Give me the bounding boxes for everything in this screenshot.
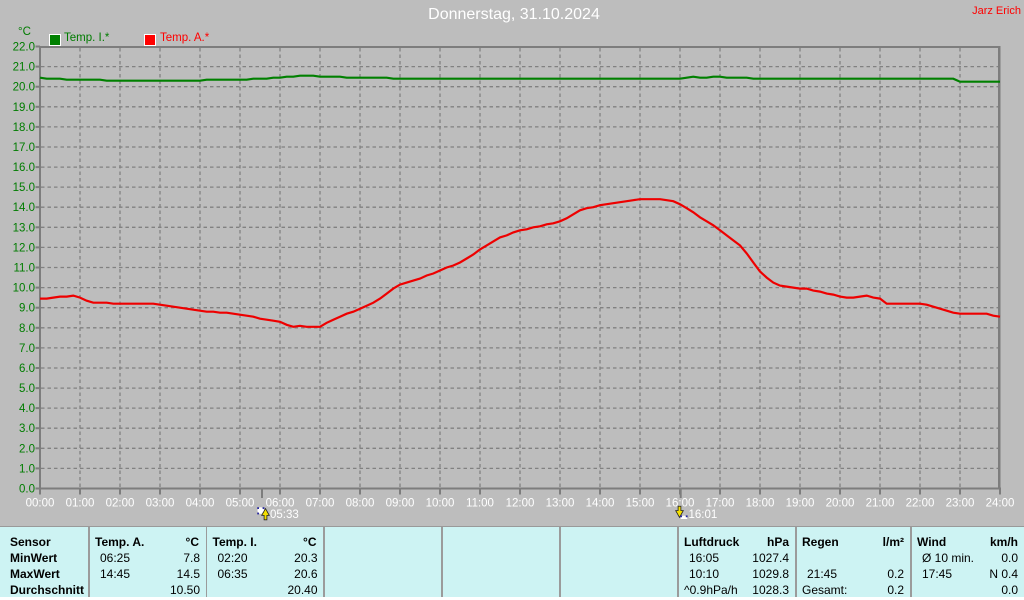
svg-text:16:01: 16:01 — [689, 509, 718, 521]
svg-text:5.0: 5.0 — [19, 383, 35, 395]
svg-text:6.0: 6.0 — [19, 363, 35, 375]
svg-text:09:00: 09:00 — [386, 498, 415, 510]
svg-text:7.0: 7.0 — [19, 343, 35, 355]
svg-text:24:00: 24:00 — [986, 498, 1015, 510]
svg-text:19:00: 19:00 — [786, 498, 815, 510]
svg-text:8.0: 8.0 — [19, 323, 35, 335]
svg-text:15:00: 15:00 — [626, 498, 655, 510]
svg-text:08:00: 08:00 — [346, 498, 375, 510]
svg-text:04:00: 04:00 — [186, 498, 215, 510]
svg-text:1.0: 1.0 — [19, 463, 35, 475]
svg-text:9.0: 9.0 — [19, 303, 35, 315]
svg-text:23:00: 23:00 — [946, 498, 975, 510]
svg-text:14:00: 14:00 — [586, 498, 615, 510]
svg-text:4.0: 4.0 — [19, 403, 35, 415]
svg-text:21.0: 21.0 — [13, 62, 35, 74]
svg-text:01:00: 01:00 — [66, 498, 95, 510]
svg-text:11:00: 11:00 — [466, 498, 494, 510]
svg-text:17:00: 17:00 — [706, 498, 735, 510]
svg-text:17.0: 17.0 — [13, 142, 35, 154]
svg-text:20.0: 20.0 — [13, 82, 35, 94]
svg-text:07:00: 07:00 — [306, 498, 335, 510]
svg-text:18.0: 18.0 — [13, 122, 35, 134]
svg-text:06:00: 06:00 — [266, 498, 295, 510]
svg-text:12:00: 12:00 — [506, 498, 535, 510]
svg-text:13:00: 13:00 — [546, 498, 575, 510]
svg-text:00:00: 00:00 — [26, 498, 55, 510]
svg-text:02:00: 02:00 — [106, 498, 135, 510]
svg-text:0.0: 0.0 — [19, 484, 35, 496]
svg-text:21:00: 21:00 — [866, 498, 895, 510]
svg-text:12.0: 12.0 — [13, 242, 35, 254]
svg-text:2.0: 2.0 — [19, 443, 35, 455]
svg-text:3.0: 3.0 — [19, 423, 35, 435]
svg-text:16:00: 16:00 — [666, 498, 695, 510]
svg-text:03:00: 03:00 — [146, 498, 175, 510]
svg-text:19.0: 19.0 — [13, 102, 35, 114]
svg-text:18:00: 18:00 — [746, 498, 775, 510]
svg-text:20:00: 20:00 — [826, 498, 855, 510]
svg-text:14.0: 14.0 — [13, 202, 35, 214]
svg-text:10:00: 10:00 — [426, 498, 455, 510]
svg-text:15.0: 15.0 — [13, 182, 35, 194]
svg-text:11.0: 11.0 — [13, 263, 35, 275]
svg-text:22:00: 22:00 — [906, 498, 935, 510]
svg-text:13.0: 13.0 — [13, 222, 35, 234]
svg-text:05:00: 05:00 — [226, 498, 255, 510]
svg-text:05:33: 05:33 — [270, 509, 299, 521]
svg-text:22.0: 22.0 — [13, 42, 35, 54]
svg-text:10.0: 10.0 — [13, 283, 35, 295]
svg-text:16.0: 16.0 — [13, 162, 35, 174]
